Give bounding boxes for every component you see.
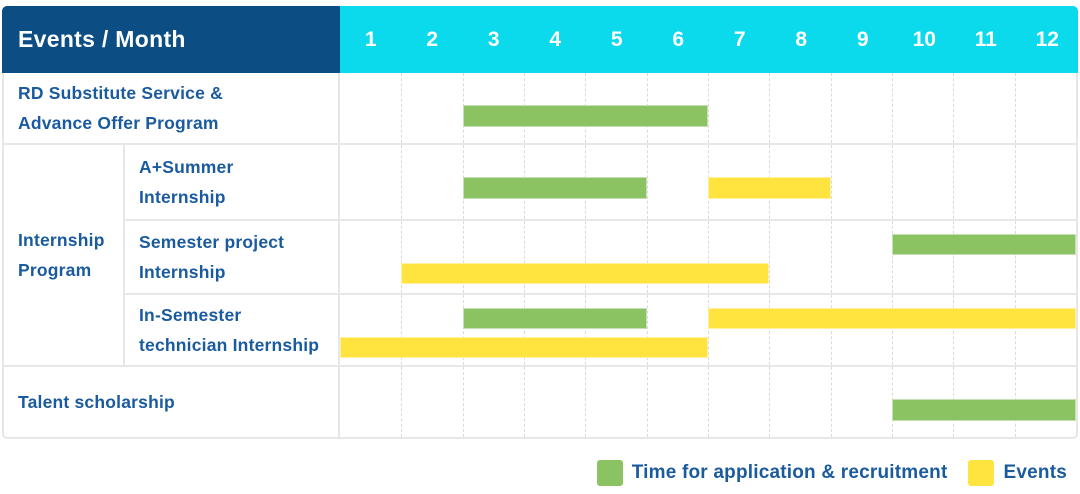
legend-item-events: Events bbox=[968, 460, 1067, 486]
month-gridline bbox=[646, 221, 648, 293]
gantt-row-talent-scholarship: Talent scholarship bbox=[4, 367, 1076, 437]
month-gridline bbox=[708, 367, 709, 437]
gantt-body: RD Substitute Service & Advance Offer Pr… bbox=[2, 73, 1078, 439]
month-label-7: 7 bbox=[733, 27, 746, 51]
month-gridline bbox=[708, 295, 709, 365]
application-bar bbox=[462, 177, 647, 199]
month-gridline bbox=[769, 221, 771, 293]
month-gridline bbox=[769, 73, 771, 143]
internship-program-group: Internship Program A+Summer Internship S… bbox=[4, 145, 1076, 367]
month-gridline bbox=[892, 295, 893, 365]
row-label-rd-substitute: RD Substitute Service & Advance Offer Pr… bbox=[4, 73, 340, 143]
row-label-in-semester: In-Semester technician Internship bbox=[125, 295, 340, 365]
legend-item-application: Time for application & recruitment bbox=[596, 460, 948, 486]
row-chart-in-semester bbox=[340, 295, 1076, 365]
row-chart-semester-project bbox=[340, 221, 1076, 293]
gantt-row-semester-project: Semester project Internship bbox=[125, 221, 1076, 295]
month-gridline bbox=[646, 145, 648, 219]
month-gridline bbox=[708, 221, 709, 293]
month-gridline bbox=[646, 295, 648, 365]
month-gridline bbox=[953, 145, 955, 219]
month-gridline bbox=[1014, 295, 1016, 365]
month-label-8: 8 bbox=[795, 27, 808, 51]
month-header-cells: 1 2 3 4 5 6 7 8 9 10 11 12 bbox=[340, 6, 1078, 73]
legend: Time for application & recruitment Event… bbox=[596, 457, 1067, 489]
month-label-12: 12 bbox=[1035, 27, 1059, 51]
month-gridline bbox=[830, 73, 832, 143]
application-bar bbox=[892, 234, 1076, 255]
month-gridline bbox=[892, 73, 893, 143]
gantt-table: Events / Month 1 2 3 4 5 6 7 8 9 10 11 12 RD Substi… bbox=[2, 6, 1078, 439]
month-gridline bbox=[830, 145, 832, 219]
month-label-4: 4 bbox=[549, 27, 562, 51]
month-label-11: 11 bbox=[974, 27, 997, 51]
legend-label-events: Events bbox=[1003, 462, 1067, 483]
month-gridline bbox=[1014, 145, 1016, 219]
month-gridline bbox=[1014, 221, 1016, 293]
month-gridline bbox=[524, 367, 525, 437]
month-gridline bbox=[708, 73, 709, 143]
month-gridline bbox=[769, 295, 771, 365]
month-gridline bbox=[401, 295, 403, 365]
month-label-1: 1 bbox=[364, 27, 377, 51]
month-gridline bbox=[524, 295, 525, 365]
month-label-6: 6 bbox=[672, 27, 685, 51]
application-bar bbox=[462, 105, 708, 127]
month-gridline bbox=[830, 367, 832, 437]
events-bar bbox=[708, 308, 1076, 329]
month-gridline bbox=[830, 295, 832, 365]
row-chart-a-summer bbox=[340, 145, 1076, 219]
month-gridline bbox=[401, 73, 403, 143]
month-label-3: 3 bbox=[487, 27, 500, 51]
month-gridline bbox=[585, 221, 587, 293]
row-label-semester-project: Semester project Internship bbox=[125, 221, 340, 293]
internship-program-subrows: A+Summer Internship Semester project Int… bbox=[125, 145, 1076, 365]
group-label-internship-program: Internship Program bbox=[4, 145, 125, 365]
application-bar bbox=[462, 308, 647, 329]
month-gridline bbox=[892, 145, 893, 219]
month-gridline bbox=[769, 367, 771, 437]
row-chart-rd-substitute bbox=[340, 73, 1076, 143]
month-gridline bbox=[462, 295, 464, 365]
row-label-a-summer: A+Summer Internship bbox=[125, 145, 340, 219]
header-row: Events / Month 1 2 3 4 5 6 7 8 9 10 11 12 bbox=[2, 6, 1078, 73]
month-label-2: 2 bbox=[426, 27, 439, 51]
month-gridline bbox=[585, 295, 587, 365]
month-gridline bbox=[462, 221, 464, 293]
month-label-10: 10 bbox=[912, 27, 936, 51]
row-label-talent-scholarship: Talent scholarship bbox=[4, 367, 340, 437]
month-gridline bbox=[830, 221, 832, 293]
events-bar bbox=[708, 177, 831, 199]
gantt-row-rd-substitute: RD Substitute Service & Advance Offer Pr… bbox=[4, 73, 1076, 145]
month-gridline bbox=[646, 367, 648, 437]
gantt-row-in-semester: In-Semester technician Internship bbox=[125, 295, 1076, 365]
row-chart-talent-scholarship bbox=[340, 367, 1076, 437]
month-gridline bbox=[524, 221, 525, 293]
application-swatch-icon bbox=[596, 460, 623, 486]
month-gridline bbox=[462, 367, 464, 437]
events-swatch-icon bbox=[968, 460, 995, 486]
month-gridline bbox=[401, 145, 403, 219]
month-gridline bbox=[892, 221, 893, 293]
month-gridline bbox=[953, 295, 955, 365]
events-bar bbox=[340, 337, 708, 358]
legend-label-application: Time for application & recruitment bbox=[631, 462, 948, 483]
month-gridline bbox=[953, 221, 955, 293]
application-bar bbox=[892, 399, 1076, 421]
month-gridline bbox=[1014, 73, 1016, 143]
month-label-5: 5 bbox=[610, 27, 623, 51]
month-label-9: 9 bbox=[856, 27, 869, 51]
month-gridline bbox=[953, 73, 955, 143]
month-gridline bbox=[401, 367, 403, 437]
events-bar bbox=[401, 263, 770, 284]
month-gridline bbox=[585, 367, 587, 437]
month-gridline bbox=[401, 221, 403, 293]
gantt-row-a-summer: A+Summer Internship bbox=[125, 145, 1076, 221]
events-month-header: Events / Month bbox=[2, 6, 340, 73]
